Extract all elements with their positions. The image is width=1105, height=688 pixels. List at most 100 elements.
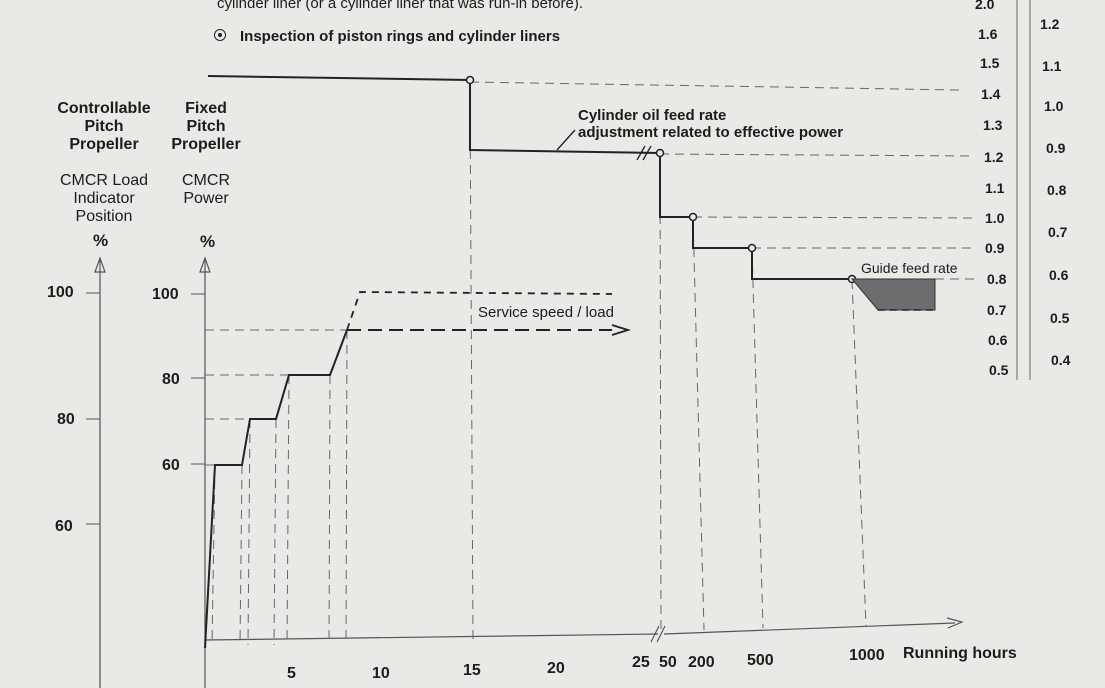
annotation-feed-rate-line1: Cylinder oil feed rate: [578, 107, 727, 124]
right-outer-tick-0.6: 0.6: [988, 332, 1008, 348]
fpp-subheader-line1: CMCR: [182, 172, 230, 189]
annotation-service-speed: Service speed / load: [478, 304, 614, 321]
fpp-unit: %: [200, 232, 216, 251]
right-outer-tick-1.4: 1.4: [981, 86, 1001, 102]
right-outer-tick-1.1: 1.1: [985, 180, 1005, 196]
fpp-header: Fixed Pitch Propeller: [166, 100, 246, 154]
right-outer-tick-1.5: 1.5: [980, 55, 1000, 71]
fpp-subheader: CMCR Power: [166, 172, 246, 208]
x-axis-arrow-icon: [946, 617, 964, 629]
x-axis-right: [663, 622, 956, 635]
drop-line-3: [247, 418, 251, 646]
right-inner-tick-1.1: 1.1: [1042, 58, 1062, 74]
fpp-tick-60: 60: [162, 457, 180, 474]
x-tick-500: 500: [747, 652, 774, 669]
load-step-guides: [205, 329, 347, 466]
x-tick-50: 50: [659, 654, 677, 671]
x-tick-20: 20: [547, 660, 565, 677]
x-axis-break-1: [650, 625, 660, 643]
x-tick-15: 15: [463, 662, 481, 679]
feed-break-2: [642, 145, 652, 161]
right-inner-tick-0.7: 0.7: [1048, 224, 1068, 240]
fpp-subheader-line2: Power: [183, 190, 229, 207]
cpp-subheader-line2: Indicator: [73, 190, 135, 207]
drop-line-9: [659, 154, 662, 633]
right-inner-tick-0.5: 0.5: [1050, 310, 1070, 326]
right-outer-tick-0.7: 0.7: [987, 302, 1007, 318]
right-outer-tick-2.0: 2.0: [975, 0, 995, 12]
marker-15h: [465, 75, 475, 85]
ref-line-1.5: [469, 81, 961, 91]
annotation-pointer-line: [556, 129, 576, 151]
x-tick-1000: 1000: [849, 647, 885, 664]
drop-line-8: [469, 89, 474, 641]
drop-line-12: [851, 279, 867, 627]
right-inner-tick-1.0: 1.0: [1044, 98, 1064, 114]
x-tick-25: 25: [632, 654, 650, 671]
bullet-icon: [214, 29, 226, 42]
cpp-axis-arrow-icon: [94, 256, 106, 273]
drop-line-5: [286, 374, 290, 646]
x-axis: [204, 633, 659, 641]
cpp-header-line1: Controllable: [57, 100, 151, 117]
right-outer-tick-1.2: 1.2: [984, 149, 1004, 165]
right-outer-tick-1.6: 1.6: [978, 26, 998, 42]
right-inner-tick-1.2: 1.2: [1040, 16, 1060, 32]
drop-line-2: [239, 464, 243, 646]
load-curve: [204, 329, 348, 649]
cpp-unit: %: [93, 231, 109, 250]
cpp-subheader: CMCR Load Indicator Position: [50, 172, 158, 226]
annotation-feed-rate: Cylinder oil feed rate adjustment relate…: [578, 107, 843, 141]
fpp-header-line2: Pitch: [186, 118, 226, 135]
drop-line-11: [751, 248, 764, 629]
right-outer-tick-0.5: 0.5: [989, 362, 1009, 378]
service-speed-arrow-icon: [611, 324, 632, 336]
x-tick-10: 10: [372, 665, 390, 682]
drop-line-7: [345, 329, 348, 646]
cpp-header-line2: Pitch: [84, 118, 124, 135]
right-outer-tick-1.3: 1.3: [983, 117, 1003, 133]
right-inner-tick-0.6: 0.6: [1049, 267, 1069, 283]
cpp-tick-80: 80: [57, 411, 75, 428]
x-tick-5: 5: [287, 665, 296, 682]
drop-line-6: [328, 374, 331, 646]
right-outer-tick-1.0: 1.0: [985, 210, 1005, 226]
fpp-tick-100: 100: [152, 286, 179, 303]
marker-25h: [655, 148, 665, 158]
marker-50h: [688, 212, 698, 222]
marker-200h: [747, 243, 757, 253]
cpp-tick-60: 60: [55, 518, 73, 535]
cpp-subheader-line1: CMCR Load: [59, 172, 149, 189]
drop-line-1: [211, 464, 216, 646]
upper-load-curve: [346, 291, 613, 331]
cpp-tick-100: 100: [47, 284, 74, 301]
fpp-axis-arrow-icon: [199, 256, 211, 273]
drop-line-10: [692, 217, 705, 631]
inspection-note-text: Inspection of piston rings and cylinder …: [240, 28, 561, 45]
right-outer-tick-0.8: 0.8: [987, 271, 1007, 287]
right-inner-tick-0.8: 0.8: [1047, 182, 1067, 198]
drop-line-4: [273, 418, 277, 646]
fpp-header-line3: Propeller: [171, 136, 241, 153]
x-axis-title: Running hours: [903, 645, 1017, 662]
right-inner-tick-0.4: 0.4: [1051, 352, 1071, 368]
cpp-subheader-line3: Position: [75, 208, 133, 225]
x-axis-break-2: [656, 625, 666, 643]
x-tick-200: 200: [688, 654, 715, 671]
fpp-header-line1: Fixed: [185, 100, 227, 117]
annotation-feed-rate-line2: adjustment related to effective power: [578, 124, 844, 141]
ref-line-1.2: [659, 153, 976, 157]
right-inner-tick-0.9: 0.9: [1046, 140, 1066, 156]
top-note-line1: cylinder liner (or a cylinder liner that…: [217, 0, 583, 12]
cpp-header: Controllable Pitch Propeller: [50, 100, 158, 154]
fpp-tick-80: 80: [162, 371, 180, 388]
feed-rate-curve: [207, 75, 852, 280]
feed-break-1: [636, 145, 646, 161]
annotation-guide-feed-rate: Guide feed rate: [861, 260, 958, 276]
right-outer-tick-0.9: 0.9: [985, 240, 1005, 256]
cpp-header-line3: Propeller: [69, 136, 139, 153]
guide-feed-rate-area: [850, 278, 936, 311]
ref-line-1.0: [692, 216, 976, 219]
vertical-drop-lines: [211, 89, 867, 646]
